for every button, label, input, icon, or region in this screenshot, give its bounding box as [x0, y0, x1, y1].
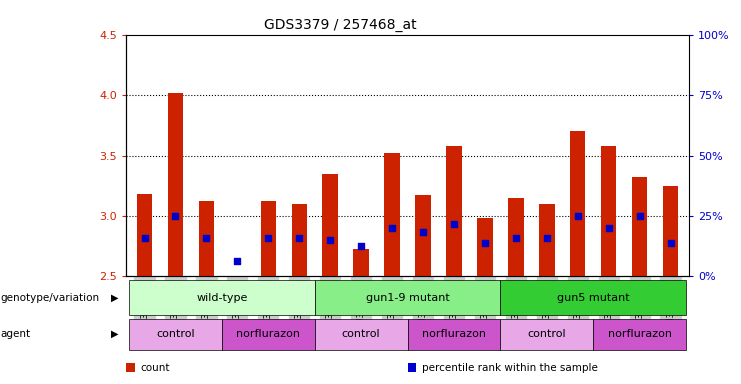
Bar [477, 218, 493, 276]
Bar [315, 319, 408, 349]
Text: wild-type: wild-type [196, 293, 247, 303]
Point [634, 213, 645, 219]
Point [510, 235, 522, 241]
Bar [408, 319, 500, 349]
Point [231, 258, 243, 264]
Text: genotype/variation: genotype/variation [0, 293, 99, 303]
Point [262, 235, 274, 241]
Text: percentile rank within the sample: percentile rank within the sample [422, 362, 598, 373]
Bar [539, 204, 554, 276]
Text: gun5 mutant: gun5 mutant [557, 293, 630, 303]
Bar [385, 153, 400, 276]
Bar [663, 186, 678, 276]
Bar [601, 146, 617, 276]
Bar [261, 202, 276, 276]
Text: control: control [528, 329, 566, 339]
Bar [500, 280, 686, 315]
Text: control: control [342, 329, 380, 339]
Bar [137, 194, 152, 276]
Point [479, 240, 491, 246]
Bar [291, 204, 307, 276]
Bar [129, 319, 222, 349]
Bar [570, 131, 585, 276]
Bar [353, 249, 369, 276]
Bar [508, 198, 524, 276]
Bar [199, 202, 214, 276]
Point [355, 243, 367, 249]
Point [139, 235, 150, 241]
Text: ▶: ▶ [111, 293, 119, 303]
Point [572, 213, 584, 219]
Bar [594, 319, 686, 349]
Point [201, 235, 213, 241]
Bar [632, 177, 648, 276]
Text: control: control [156, 329, 195, 339]
Point [541, 235, 553, 241]
Point [602, 225, 614, 231]
Bar [500, 319, 594, 349]
Text: agent: agent [0, 329, 30, 339]
Text: ▶: ▶ [111, 329, 119, 339]
Bar [222, 319, 315, 349]
Text: gun1-9 mutant: gun1-9 mutant [365, 293, 450, 303]
Text: count: count [141, 362, 170, 373]
Bar [322, 174, 338, 276]
Point [448, 222, 460, 228]
Point [665, 240, 677, 246]
Bar [167, 93, 183, 276]
Text: norflurazon: norflurazon [236, 329, 300, 339]
Text: norflurazon: norflurazon [608, 329, 671, 339]
Bar [415, 195, 431, 276]
Point [325, 237, 336, 243]
Point [417, 228, 429, 235]
Bar [446, 146, 462, 276]
Bar [129, 280, 315, 315]
Point [293, 235, 305, 241]
Bar [315, 280, 500, 315]
Point [170, 213, 182, 219]
Title: GDS3379 / 257468_at: GDS3379 / 257468_at [264, 18, 416, 32]
Text: norflurazon: norflurazon [422, 329, 486, 339]
Point [386, 225, 398, 231]
